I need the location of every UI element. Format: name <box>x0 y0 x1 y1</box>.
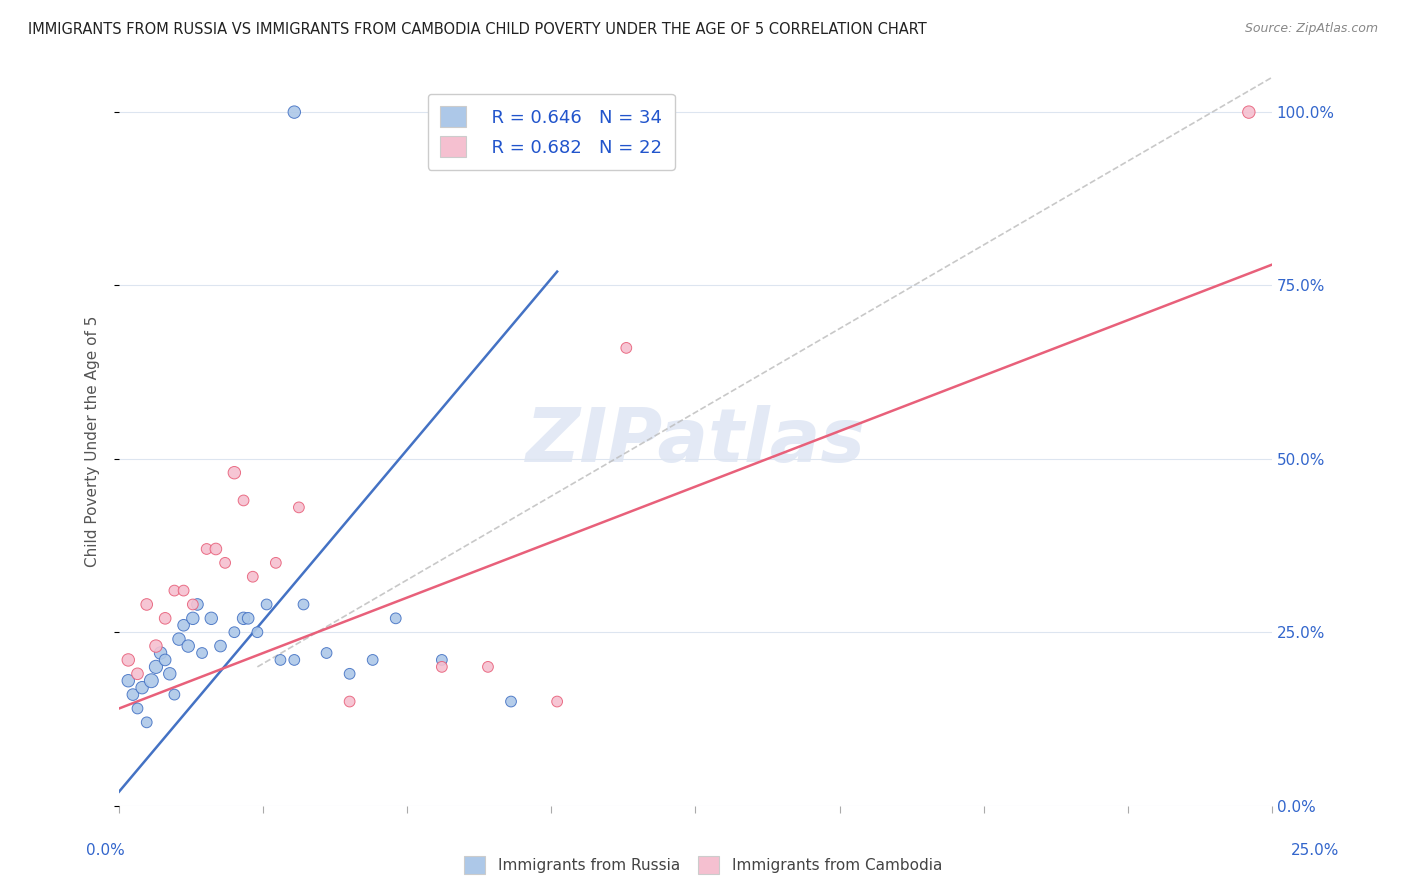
Point <box>430 660 453 674</box>
Point <box>292 598 315 612</box>
Point <box>177 639 200 653</box>
Point <box>173 618 195 632</box>
Point <box>1237 105 1260 120</box>
Point <box>238 611 260 625</box>
Point <box>159 666 181 681</box>
Y-axis label: Child Poverty Under the Age of 5: Child Poverty Under the Age of 5 <box>86 316 100 567</box>
Point <box>232 611 254 625</box>
Point <box>173 583 195 598</box>
Point <box>361 653 384 667</box>
Point <box>315 646 337 660</box>
Point <box>186 598 208 612</box>
Point <box>339 694 361 708</box>
Point <box>288 500 311 515</box>
Point <box>232 493 254 508</box>
Point <box>283 105 305 120</box>
Legend:   R = 0.646   N = 34,   R = 0.682   N = 22: R = 0.646 N = 34, R = 0.682 N = 22 <box>427 94 675 169</box>
Point <box>224 466 246 480</box>
Point <box>145 660 167 674</box>
Point <box>209 639 232 653</box>
Point <box>200 611 222 625</box>
Text: ZIPatlas: ZIPatlas <box>526 405 866 478</box>
Point <box>149 646 172 660</box>
Point <box>135 715 157 730</box>
Point <box>246 625 269 640</box>
Point <box>117 673 139 688</box>
Point <box>430 653 453 667</box>
Point <box>283 653 305 667</box>
Point <box>264 556 287 570</box>
Point <box>122 688 145 702</box>
Point <box>499 694 522 708</box>
Point <box>127 666 149 681</box>
Legend: Immigrants from Russia, Immigrants from Cambodia: Immigrants from Russia, Immigrants from … <box>458 850 948 880</box>
Point <box>153 653 176 667</box>
Point <box>224 625 246 640</box>
Point <box>191 646 214 660</box>
Point <box>195 541 218 556</box>
Point <box>141 673 163 688</box>
Point <box>117 653 139 667</box>
Text: Source: ZipAtlas.com: Source: ZipAtlas.com <box>1244 22 1378 36</box>
Point <box>269 653 291 667</box>
Point <box>339 666 361 681</box>
Point <box>614 341 637 355</box>
Point <box>181 598 204 612</box>
Point <box>131 681 153 695</box>
Point <box>546 694 568 708</box>
Point <box>153 611 176 625</box>
Text: 25.0%: 25.0% <box>1291 843 1339 858</box>
Point <box>163 688 186 702</box>
Point <box>181 611 204 625</box>
Point <box>127 701 149 715</box>
Point <box>135 598 157 612</box>
Point <box>205 541 228 556</box>
Point <box>167 632 190 647</box>
Point <box>163 583 186 598</box>
Point <box>242 570 264 584</box>
Point <box>256 598 278 612</box>
Point <box>214 556 236 570</box>
Point <box>477 660 499 674</box>
Text: 0.0%: 0.0% <box>86 843 125 858</box>
Text: IMMIGRANTS FROM RUSSIA VS IMMIGRANTS FROM CAMBODIA CHILD POVERTY UNDER THE AGE O: IMMIGRANTS FROM RUSSIA VS IMMIGRANTS FRO… <box>28 22 927 37</box>
Point <box>145 639 167 653</box>
Point <box>384 611 406 625</box>
